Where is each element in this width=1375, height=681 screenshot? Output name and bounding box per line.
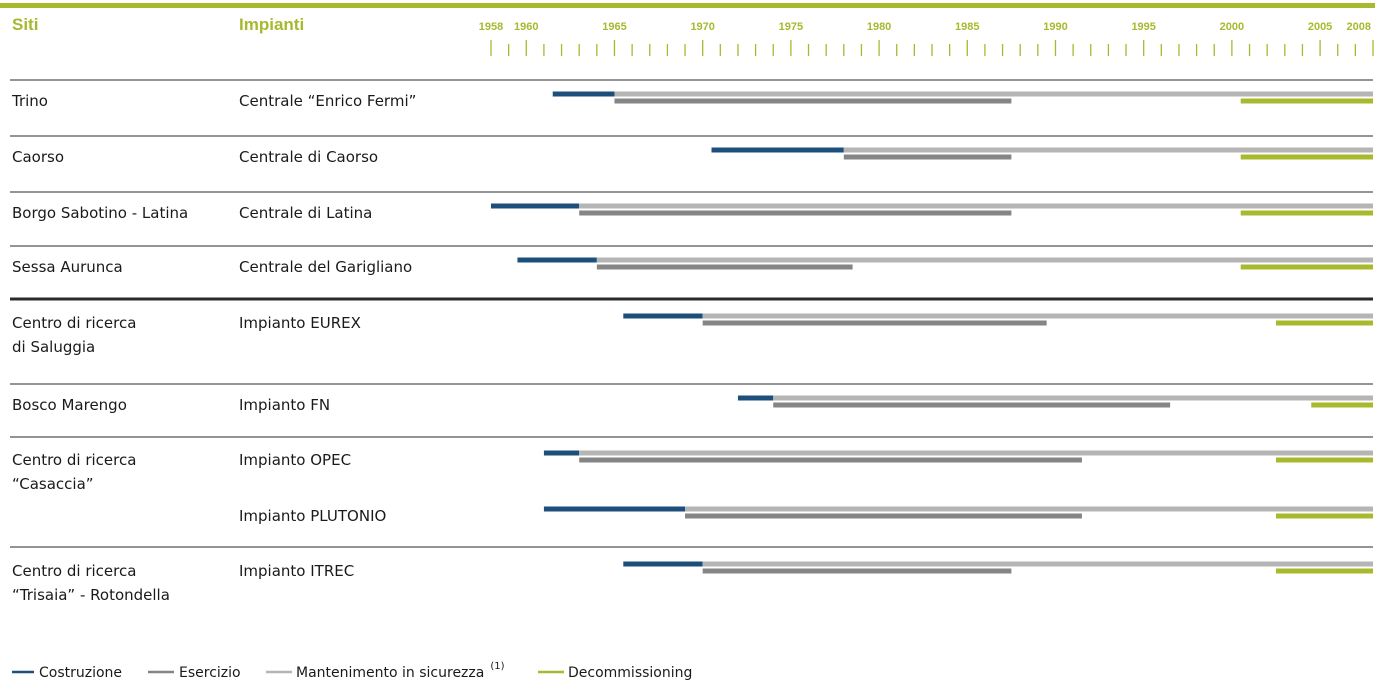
costruzione-bar: [543, 450, 580, 456]
impianto-label: Centrale di Latina: [239, 204, 372, 222]
timeline-row: Borgo Sabotino - Latina Centrale di Latin…: [10, 191, 1373, 222]
legend-mantenimento-label: Mantenimento in sicurezza (1): [296, 661, 505, 681]
legend-mantenimento-text: Mantenimento in sicurezza: [296, 665, 484, 681]
esercizio-bar: [596, 264, 853, 270]
impianto-label: Impianto ITREC: [239, 562, 354, 580]
header-siti: Siti: [12, 15, 38, 34]
sito-label: Trino: [11, 92, 48, 110]
timeline-row: Centro di ricerca di Saluggia Impianto EUR…: [10, 297, 1373, 356]
year-axis: 1958 1960 1965 1970 1975 1980 1985 1990 1995 2000…: [479, 21, 1374, 56]
year-label-1990: 1990: [1043, 21, 1067, 33]
timeline-row: Caorso Centrale di Caorso: [10, 135, 1373, 166]
esercizio-bar: [614, 98, 1012, 104]
costruzione-bar: [491, 203, 580, 209]
timeline-row: Centro di ricerca “Casaccia” Impianto OPEC: [10, 436, 1373, 493]
year-label-1958: 1958: [479, 21, 503, 33]
year-label-2005: 2005: [1308, 21, 1332, 33]
impianto-label: Centrale del Garigliano: [239, 258, 412, 276]
sito-label: Sessa Aurunca: [12, 258, 123, 276]
decommissioning-bar: [1240, 98, 1373, 104]
impianto-label: Impianto EUREX: [239, 314, 361, 332]
timeline-rows: Trino Centrale “Enrico Fermi” Caorso Centra…: [10, 79, 1373, 604]
year-label-1975: 1975: [779, 21, 803, 33]
year-label-2000: 2000: [1220, 21, 1244, 33]
sito-label: Centro di ricerca: [12, 314, 136, 332]
esercizio-bar: [702, 568, 1012, 574]
costruzione-bar: [623, 561, 703, 567]
year-label-1960: 1960: [514, 21, 538, 33]
sito-label: Centro di ricerca: [12, 562, 136, 580]
timeline-row: Sessa Aurunca Centrale del Garigliano: [10, 245, 1373, 276]
impianto-label: Impianto PLUTONIO: [239, 507, 386, 525]
year-label-1965: 1965: [602, 21, 626, 33]
costruzione-bar: [711, 147, 844, 153]
year-label-2008: 2008: [1347, 21, 1371, 33]
impianto-label: Impianto OPEC: [239, 451, 351, 469]
esercizio-bar: [773, 402, 1171, 408]
timeline-row: Impianto PLUTONIO: [239, 506, 1373, 525]
mantenimento-bar: [773, 395, 1373, 401]
year-label-1980: 1980: [867, 21, 891, 33]
legend-costruzione-label: Costruzione: [39, 665, 122, 681]
year-label-1995: 1995: [1131, 21, 1155, 33]
sito-label: Caorso: [12, 148, 64, 166]
sito-label: Centro di ricerca: [12, 451, 136, 469]
esercizio-bar: [702, 320, 1047, 326]
decommissioning-bar: [1240, 210, 1373, 216]
esercizio-bar: [685, 513, 1082, 519]
mantenimento-bar: [685, 506, 1373, 512]
mantenimento-bar: [596, 257, 1373, 263]
costruzione-bar: [543, 506, 686, 512]
decommissioning-bar: [1240, 154, 1373, 160]
legend-decommissioning-label: Decommissioning: [568, 665, 692, 681]
decommissioning-bar: [1311, 402, 1373, 408]
decommissioning-bar: [1275, 457, 1373, 463]
timeline-row: Trino Centrale “Enrico Fermi”: [10, 79, 1373, 110]
esercizio-bar: [579, 457, 1082, 463]
mantenimento-bar: [843, 147, 1373, 153]
mantenimento-bar: [702, 313, 1373, 319]
decommissioning-bar: [1240, 264, 1373, 270]
impianto-label: Centrale di Caorso: [239, 148, 378, 166]
sito-label: “Casaccia”: [12, 475, 94, 493]
sito-label: di Saluggia: [12, 338, 95, 356]
legend-esercizio-label: Esercizio: [179, 665, 241, 681]
header-impianti: Impianti: [239, 15, 304, 34]
mantenimento-bar: [614, 91, 1373, 97]
decommissioning-bar: [1275, 320, 1373, 326]
impianto-label: Impianto FN: [239, 396, 330, 414]
year-label-1985: 1985: [955, 21, 979, 33]
decommissioning-bar: [1275, 568, 1373, 574]
costruzione-bar: [517, 257, 597, 263]
mantenimento-bar: [579, 450, 1373, 456]
esercizio-bar: [843, 154, 1012, 160]
costruzione-bar: [737, 395, 774, 401]
sito-label: Bosco Marengo: [12, 396, 127, 414]
sito-label: “Trisaia” - Rotondella: [12, 586, 170, 604]
decommissioning-bar: [1275, 513, 1373, 519]
timeline-row: Bosco Marengo Impianto FN: [10, 383, 1373, 414]
mantenimento-bar: [579, 203, 1373, 209]
top-accent-bar: [0, 3, 1375, 8]
year-label-1970: 1970: [690, 21, 714, 33]
mantenimento-bar: [702, 561, 1373, 567]
legend: Costruzione Esercizio Mantenimento in si…: [12, 661, 692, 681]
legend-mantenimento-note: (1): [490, 661, 504, 672]
esercizio-bar: [579, 210, 1012, 216]
sito-label: Borgo Sabotino - Latina: [12, 204, 188, 222]
timeline-row: Centro di ricerca “Trisaia” - Rotondella I…: [10, 546, 1373, 604]
costruzione-bar: [623, 313, 703, 319]
costruzione-bar: [552, 91, 615, 97]
impianto-label: Centrale “Enrico Fermi”: [239, 92, 416, 110]
